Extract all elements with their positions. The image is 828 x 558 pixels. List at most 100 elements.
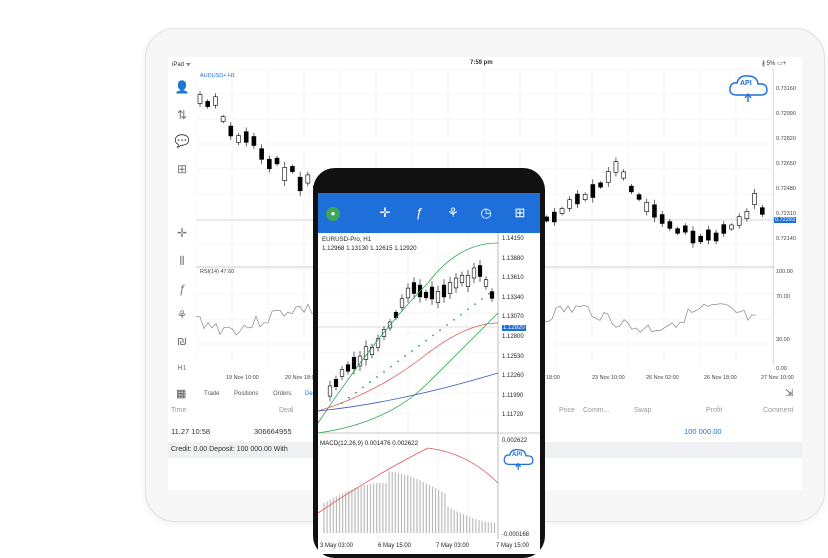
- candle-body: [327, 385, 333, 397]
- tablet-price-tick: 0.73160: [776, 86, 796, 92]
- indicators-icon[interactable]: ƒ: [415, 205, 423, 220]
- candle-body: [477, 265, 483, 277]
- sar-dot: [362, 386, 364, 389]
- tablet-time-tick: 26 Nov 02:00: [646, 375, 679, 381]
- phone-price-tick: 1.12260: [502, 373, 524, 380]
- crosshair-icon[interactable]: ✛: [379, 205, 391, 220]
- candle-body: [575, 193, 580, 205]
- sar-dot: [355, 391, 357, 394]
- candle-body: [441, 284, 447, 298]
- api-cloud-icon: API: [502, 447, 536, 471]
- tablet-price-tick: 0.72140: [776, 236, 796, 242]
- phone-price-chart[interactable]: [318, 233, 540, 554]
- tablet-price-tick: 0.72310: [776, 211, 796, 217]
- candle-body: [459, 274, 465, 284]
- api-text: API: [740, 80, 752, 87]
- tab-deals[interactable]: Deals: [305, 391, 320, 397]
- tablet-current-price: 0.72293: [774, 217, 796, 223]
- tab-orders[interactable]: Orders: [273, 391, 292, 397]
- phone-current-price: 1.12920: [502, 325, 526, 331]
- tablet-tabs: ▦ Trade Positions Orders Deals ⇲: [168, 387, 802, 403]
- candle-body: [489, 291, 495, 299]
- sar-dot: [453, 318, 455, 321]
- crosshair-icon[interactable]: ✛: [176, 226, 188, 240]
- sar-dot: [390, 365, 392, 368]
- sar-dot: [404, 355, 406, 358]
- tab-positions[interactable]: Positions: [234, 391, 259, 397]
- tab-trade[interactable]: Trade: [204, 391, 220, 397]
- account-icon[interactable]: ●: [326, 207, 340, 221]
- candle-body: [297, 176, 303, 192]
- phone-price-tick: 1.12800: [502, 334, 524, 340]
- sar-dot: [474, 303, 476, 306]
- objects-icon[interactable]: ⚘: [176, 308, 188, 322]
- sar-dot: [425, 339, 427, 342]
- candle-body: [351, 356, 357, 370]
- candle-body: [267, 158, 272, 170]
- new-order-icon[interactable]: ⊞: [176, 162, 188, 176]
- candle-body: [465, 275, 471, 287]
- col-commission: Comm...: [583, 407, 610, 414]
- sar-dot: [383, 370, 385, 373]
- candle-body: [369, 347, 375, 355]
- chart-type-icon[interactable]: ⫴: [179, 254, 185, 268]
- candle-body: [220, 116, 226, 122]
- candle-body: [552, 211, 557, 223]
- candle-body: [682, 225, 688, 233]
- candle-body: [447, 282, 453, 294]
- rsi-tick: 70.00: [776, 294, 790, 300]
- col-price: Price: [559, 407, 575, 414]
- col-time: Time: [171, 407, 187, 414]
- battery-status: ∦ 5% ▭+: [762, 61, 787, 67]
- share-icon[interactable]: ⇲: [785, 388, 794, 399]
- account-icon[interactable]: 👤: [174, 80, 190, 94]
- device-label: iPad ᯤ: [172, 62, 192, 68]
- phone-screen: ● ✛ ƒ ⚘ ◷ ⊞ EURUSD-Pro, H1 1.12968 1.131…: [318, 193, 540, 554]
- symbols-icon[interactable]: ₪: [176, 334, 188, 348]
- indicators-icon[interactable]: ƒ: [178, 282, 186, 296]
- candle-body: [405, 287, 411, 299]
- phone-price-tick: 1.11720: [502, 412, 524, 419]
- timeframe-clock-icon[interactable]: ◷: [480, 205, 492, 220]
- new-order-icon[interactable]: ⊞: [514, 205, 526, 220]
- candle-body: [228, 125, 234, 137]
- phone-time-tick: 6 May 15:00: [378, 543, 412, 549]
- chat-icon[interactable]: 💬: [174, 134, 190, 148]
- phone-ohlc-label: 1.12968 1.13130 1.12615 1.12920: [322, 245, 417, 252]
- candle-body: [243, 131, 249, 143]
- candle-body: [381, 329, 387, 337]
- rsi-tick: 100.00: [776, 269, 793, 275]
- candle-body: [698, 235, 703, 243]
- status-bar: iPad ᯤ 7:59 pm ∦ 5% ▭+: [168, 57, 802, 69]
- candle-body: [305, 174, 311, 184]
- col-swap: Swap: [634, 407, 652, 414]
- sar-dot: [411, 350, 413, 352]
- sar-dot: [432, 334, 434, 337]
- sar-dot: [369, 381, 371, 384]
- tablet-time-tick: 26 Nov 18:00: [704, 375, 737, 381]
- candle-body: [399, 298, 405, 308]
- sar-dot: [446, 324, 448, 326]
- moving-average-blue: [318, 372, 499, 412]
- macd-signal: [318, 447, 499, 514]
- candle-body: [659, 214, 665, 224]
- tablet-time-tick: 20 Nov 18:00: [285, 375, 318, 381]
- deal-id: 306664955: [254, 427, 292, 436]
- trade-icon[interactable]: ⇅: [176, 108, 188, 122]
- candle-body: [259, 148, 264, 160]
- candle-body: [721, 224, 727, 234]
- calendar-icon[interactable]: ▦: [176, 388, 187, 400]
- rsi-tick: 0.00: [776, 366, 787, 372]
- timeframe-button[interactable]: H1: [177, 365, 187, 372]
- candle-body: [759, 207, 765, 215]
- tablet-price-tick: 0.72990: [776, 111, 796, 117]
- tablet-price-tick: 0.72820: [776, 136, 796, 142]
- candle-body: [744, 211, 750, 219]
- objects-icon[interactable]: ⚘: [447, 205, 459, 220]
- candle-body: [582, 194, 588, 200]
- moving-average-red: [318, 322, 499, 412]
- sar-dot: [341, 402, 343, 404]
- phone-symbol-label: EURUSD-Pro, H1: [322, 236, 372, 243]
- sar-dot: [397, 360, 399, 363]
- candle-body: [213, 96, 218, 106]
